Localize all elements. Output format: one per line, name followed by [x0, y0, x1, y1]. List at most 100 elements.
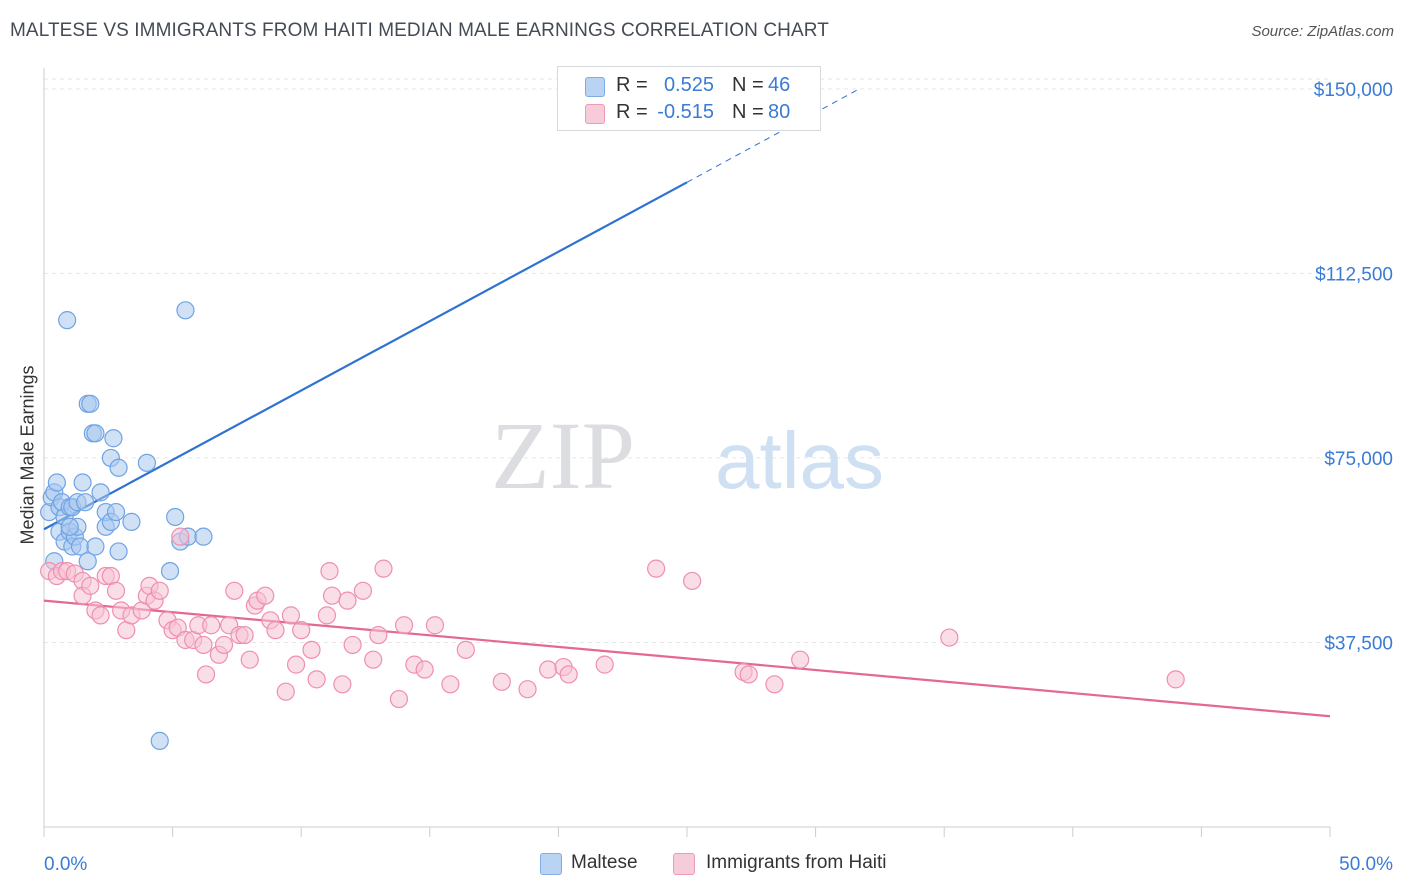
data-point: [235, 625, 254, 645]
x-tick-labels: 0.0% 50.0%: [44, 854, 1393, 875]
trend-line-maltese: [43, 181, 688, 531]
x-tick-label: 0.0%: [44, 854, 87, 875]
data-point: [150, 731, 169, 750]
data-point: [47, 473, 66, 492]
data-point: [739, 665, 758, 684]
data-point: [281, 606, 301, 625]
series-haiti: [40, 527, 1185, 709]
trend-lines: [43, 88, 1331, 718]
data-point: [60, 517, 79, 536]
trend-line-haiti: [43, 599, 1331, 718]
data-point: [109, 542, 128, 561]
watermark-zip: ZIP: [491, 402, 635, 509]
y-tick-label: $75,000: [1324, 449, 1393, 470]
data-point: [441, 675, 460, 694]
data-point: [338, 591, 357, 610]
data-point: [256, 586, 275, 605]
data-point: [389, 689, 409, 709]
legend-n-value: 46: [768, 74, 791, 96]
data-point: [106, 581, 126, 600]
series-maltese: [40, 301, 213, 750]
legend-swatch-maltese: [585, 77, 605, 97]
data-point: [78, 552, 97, 571]
data-point: [302, 640, 321, 659]
data-point: [106, 502, 126, 522]
data-point: [76, 493, 95, 512]
data-point: [333, 675, 352, 694]
data-point: [202, 616, 221, 635]
y-tick-label: $150,000: [1314, 80, 1393, 101]
data-point: [595, 655, 614, 674]
y-tick-labels: $37,500 $75,000 $112,500 $150,000: [1314, 80, 1393, 655]
data-point: [91, 606, 110, 625]
data-point: [940, 628, 959, 647]
watermark: ZIP atlas: [491, 402, 884, 509]
data-point: [765, 675, 784, 694]
chart-title: MALTESE VS IMMIGRANTS FROM HAITI MEDIAN …: [10, 20, 829, 41]
data-point: [1166, 670, 1185, 689]
data-point: [276, 682, 295, 701]
data-point: [171, 527, 190, 546]
data-point: [791, 650, 810, 669]
data-point: [307, 670, 326, 689]
data-point: [320, 562, 339, 581]
correlation-legend: R = 0.525 N = 46 R = -0.515 N = 80: [557, 66, 821, 131]
data-point: [559, 665, 578, 684]
data-point: [91, 483, 110, 502]
legend-swatch-maltese: [540, 853, 562, 875]
data-point: [109, 458, 128, 477]
data-point: [73, 473, 92, 492]
data-point: [104, 429, 123, 448]
grid-lines: [44, 78, 1330, 643]
legend-row-haiti: R = -0.515 N = 80: [558, 100, 820, 126]
data-point: [394, 616, 414, 635]
data-point: [353, 581, 373, 600]
data-point: [364, 650, 383, 669]
data-point: [518, 680, 537, 699]
data-point: [683, 571, 702, 591]
data-point: [539, 660, 558, 679]
legend-r-value: 0.525: [663, 74, 714, 96]
data-point: [425, 616, 445, 635]
legend-label-haiti: Immigrants from Haiti: [706, 852, 887, 873]
data-point: [369, 625, 388, 645]
legend-n-label: N =: [732, 74, 764, 96]
data-point: [492, 672, 511, 691]
data-point: [81, 394, 100, 413]
data-point: [343, 635, 362, 655]
legend-r-value: -0.515: [657, 101, 714, 123]
legend-row-maltese: R = 0.525 N = 46: [558, 73, 820, 99]
data-point: [196, 665, 216, 684]
y-tick-label: $112,500: [1315, 264, 1393, 285]
data-point: [176, 301, 195, 320]
data-point: [58, 311, 77, 330]
data-point: [150, 581, 169, 600]
legend-r-label: R =: [616, 74, 648, 96]
axes: [43, 68, 1331, 837]
data-point: [286, 655, 306, 674]
legend-r-label: R =: [616, 101, 648, 123]
data-point: [240, 650, 259, 669]
y-tick-label: $37,500: [1324, 633, 1393, 654]
data-point: [374, 559, 393, 578]
data-point: [86, 424, 105, 443]
data-point: [225, 581, 244, 600]
x-tick-label: 50.0%: [1339, 854, 1393, 875]
data-point: [194, 527, 213, 546]
data-point: [194, 635, 213, 655]
data-point: [317, 606, 337, 625]
legend-label-maltese: Maltese: [571, 852, 638, 873]
legend-n-value: 80: [768, 101, 791, 123]
legend-n-label: N =: [732, 101, 764, 123]
data-point: [160, 562, 180, 581]
watermark-atlas: atlas: [715, 416, 884, 505]
data-point: [292, 621, 311, 640]
data-point: [81, 576, 100, 595]
data-point: [122, 512, 141, 531]
legend-swatch-haiti: [585, 104, 605, 124]
data-point: [266, 621, 285, 640]
data-point: [456, 640, 475, 659]
data-points: [40, 301, 1185, 750]
y-axis-label: Median Male Earnings: [17, 365, 38, 545]
